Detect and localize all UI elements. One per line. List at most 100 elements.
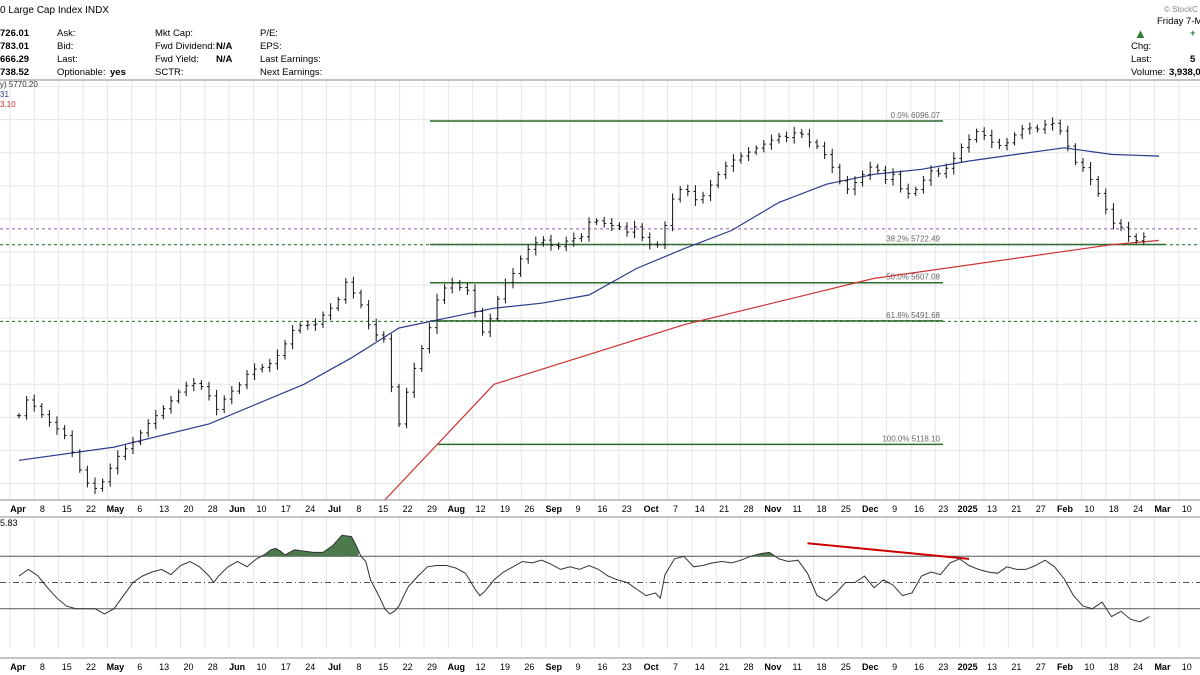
legend-price: y) 5770.20 bbox=[0, 80, 38, 89]
price-x-tick-label: 18 bbox=[817, 504, 827, 514]
rsi-x-tick-label: May bbox=[107, 662, 125, 672]
price-bars bbox=[17, 117, 1146, 495]
rsi-x-tick-label: 28 bbox=[743, 662, 753, 672]
fwd-yield-label: Fwd Yield: bbox=[155, 54, 199, 65]
rsi-x-tick-label: 21 bbox=[719, 662, 729, 672]
price-x-tick-label: 9 bbox=[576, 504, 581, 514]
sma200-line bbox=[384, 239, 1160, 501]
price-x-axis: Apr 8 15 22 May 6 13 20 28 Jun 10 17 24 Jul 8 15 22 29 Aug… bbox=[10, 504, 1192, 514]
price-x-tick-label: 22 bbox=[403, 504, 413, 514]
rsi-x-tick-label: Aug bbox=[448, 662, 466, 672]
moving-averages bbox=[18, 147, 1160, 501]
price-x-tick-label: Apr bbox=[10, 504, 26, 514]
rsi-x-tick-label: Jul bbox=[328, 662, 341, 672]
rsi-x-tick-label: 2025 bbox=[958, 662, 978, 672]
price-x-tick-label: 22 bbox=[86, 504, 96, 514]
rsi-x-tick-label: 13 bbox=[987, 662, 997, 672]
fwd-dividend-value: N/A bbox=[216, 41, 233, 52]
rsi-x-tick-label: 22 bbox=[86, 662, 96, 672]
right-last-label: Last: bbox=[1131, 54, 1152, 65]
price-x-tick-label: 24 bbox=[1133, 504, 1143, 514]
price-x-tick-label: 10 bbox=[1182, 504, 1192, 514]
price-x-tick-label: 9 bbox=[892, 504, 897, 514]
price-x-tick-label: 23 bbox=[938, 504, 948, 514]
fwd-yield-value: N/A bbox=[216, 54, 233, 65]
rsi-x-tick-label: 27 bbox=[1036, 662, 1046, 672]
next-earnings-label: Next Earnings: bbox=[260, 67, 323, 78]
rsi-x-tick-label: 10 bbox=[256, 662, 266, 672]
price-value-3: 666.29 bbox=[0, 54, 30, 65]
price-x-tick-label: 2025 bbox=[958, 504, 978, 514]
ask-label: Ask: bbox=[57, 28, 76, 39]
rsi-x-tick-label: Apr bbox=[10, 662, 26, 672]
price-x-tick-label: Oct bbox=[644, 504, 659, 514]
rsi-x-tick-label: 16 bbox=[914, 662, 924, 672]
price-x-tick-label: Aug bbox=[448, 504, 466, 514]
up-arrow-icon: ▲ bbox=[1134, 26, 1147, 41]
change-sign: + bbox=[1190, 28, 1196, 39]
optionable-value: yes bbox=[110, 67, 126, 78]
rsi-x-tick-label: Jun bbox=[229, 662, 245, 672]
rsi-x-tick-label: 17 bbox=[281, 662, 291, 672]
volume-label: Volume: bbox=[1131, 67, 1166, 78]
rsi-x-tick-label: 21 bbox=[1011, 662, 1021, 672]
price-x-tick-label: 13 bbox=[159, 504, 169, 514]
price-value-2: 783.01 bbox=[0, 41, 30, 52]
price-x-tick-label: 12 bbox=[476, 504, 486, 514]
rsi-overbought-fill bbox=[263, 535, 359, 557]
fib-level-label: 38.2% 5722.49 bbox=[886, 235, 940, 244]
rsi-x-axis: Apr 8 15 22 May 6 13 20 28 Jun 10 17 24 Jul 8 15 22 29 Aug… bbox=[10, 662, 1192, 672]
fibonacci-retracement: 0.0% 6096.07 38.2% 5722.49 50.0% 5607.08 61… bbox=[430, 111, 1165, 446]
legend-sma50: 31 bbox=[0, 90, 9, 99]
mkt-cap-label: Mkt Cap: bbox=[155, 28, 194, 39]
rsi-x-tick-label: 24 bbox=[305, 662, 315, 672]
chart-header: 0 Large Cap Index INDX 726.01 783.01 666… bbox=[0, 0, 1200, 109]
rsi-x-tick-label: 8 bbox=[40, 662, 45, 672]
rsi-x-tick-label: 28 bbox=[208, 662, 218, 672]
fib-level-label: 61.8% 5491.68 bbox=[886, 311, 940, 320]
price-x-tick-label: 18 bbox=[1109, 504, 1119, 514]
price-x-tick-label: 29 bbox=[427, 504, 437, 514]
rsi-x-tick-label: 24 bbox=[1133, 662, 1143, 672]
price-x-tick-label: Dec bbox=[862, 504, 879, 514]
rsi-x-tick-label: 15 bbox=[378, 662, 388, 672]
rsi-x-tick-label: 10 bbox=[1182, 662, 1192, 672]
fwd-dividend-label: Fwd Dividend: bbox=[155, 41, 216, 52]
price-value-4: 738.52 bbox=[0, 67, 30, 78]
rsi-x-tick-label: 22 bbox=[403, 662, 413, 672]
rsi-x-tick-label: Oct bbox=[644, 662, 659, 672]
price-x-tick-label: Jul bbox=[328, 504, 341, 514]
panel-borders bbox=[0, 79, 1200, 659]
price-x-tick-label: 8 bbox=[40, 504, 45, 514]
rsi-x-tick-label: 16 bbox=[597, 662, 607, 672]
price-x-tick-label: Mar bbox=[1154, 504, 1171, 514]
rsi-x-tick-label: 10 bbox=[1084, 662, 1094, 672]
sctr-label: SCTR: bbox=[155, 67, 184, 78]
price-x-tick-label: 13 bbox=[987, 504, 997, 514]
price-x-tick-label: Sep bbox=[545, 504, 562, 514]
fib-level-label: 50.0% 5607.08 bbox=[886, 273, 940, 282]
rsi-x-tick-label: 9 bbox=[576, 662, 581, 672]
rsi-x-tick-label: 7 bbox=[673, 662, 678, 672]
fib-level-label: 0.0% 6096.07 bbox=[891, 111, 941, 120]
rsi-x-tick-label: 14 bbox=[695, 662, 705, 672]
price-x-tick-label: 16 bbox=[914, 504, 924, 514]
legend-sma200: 3.10 bbox=[0, 100, 16, 109]
rsi-x-tick-label: 18 bbox=[817, 662, 827, 672]
rsi-value-label: 5.83 bbox=[0, 518, 18, 528]
rsi-x-tick-label: 15 bbox=[62, 662, 72, 672]
price-x-tick-label: 14 bbox=[695, 504, 705, 514]
last-earnings-label: Last Earnings: bbox=[260, 54, 321, 65]
grid-layer bbox=[0, 80, 1200, 648]
rsi-x-tick-label: 18 bbox=[1109, 662, 1119, 672]
price-x-tick-label: Jun bbox=[229, 504, 245, 514]
index-name: 0 Large Cap Index bbox=[0, 5, 83, 16]
price-x-tick-label: 26 bbox=[524, 504, 534, 514]
price-x-tick-label: 16 bbox=[597, 504, 607, 514]
rsi-x-tick-label: 12 bbox=[476, 662, 486, 672]
price-x-tick-label: 21 bbox=[1011, 504, 1021, 514]
rsi-x-tick-label: 23 bbox=[938, 662, 948, 672]
fib-level-label: 100.0% 5118.10 bbox=[882, 434, 940, 443]
rsi-divergence-line bbox=[807, 542, 970, 560]
